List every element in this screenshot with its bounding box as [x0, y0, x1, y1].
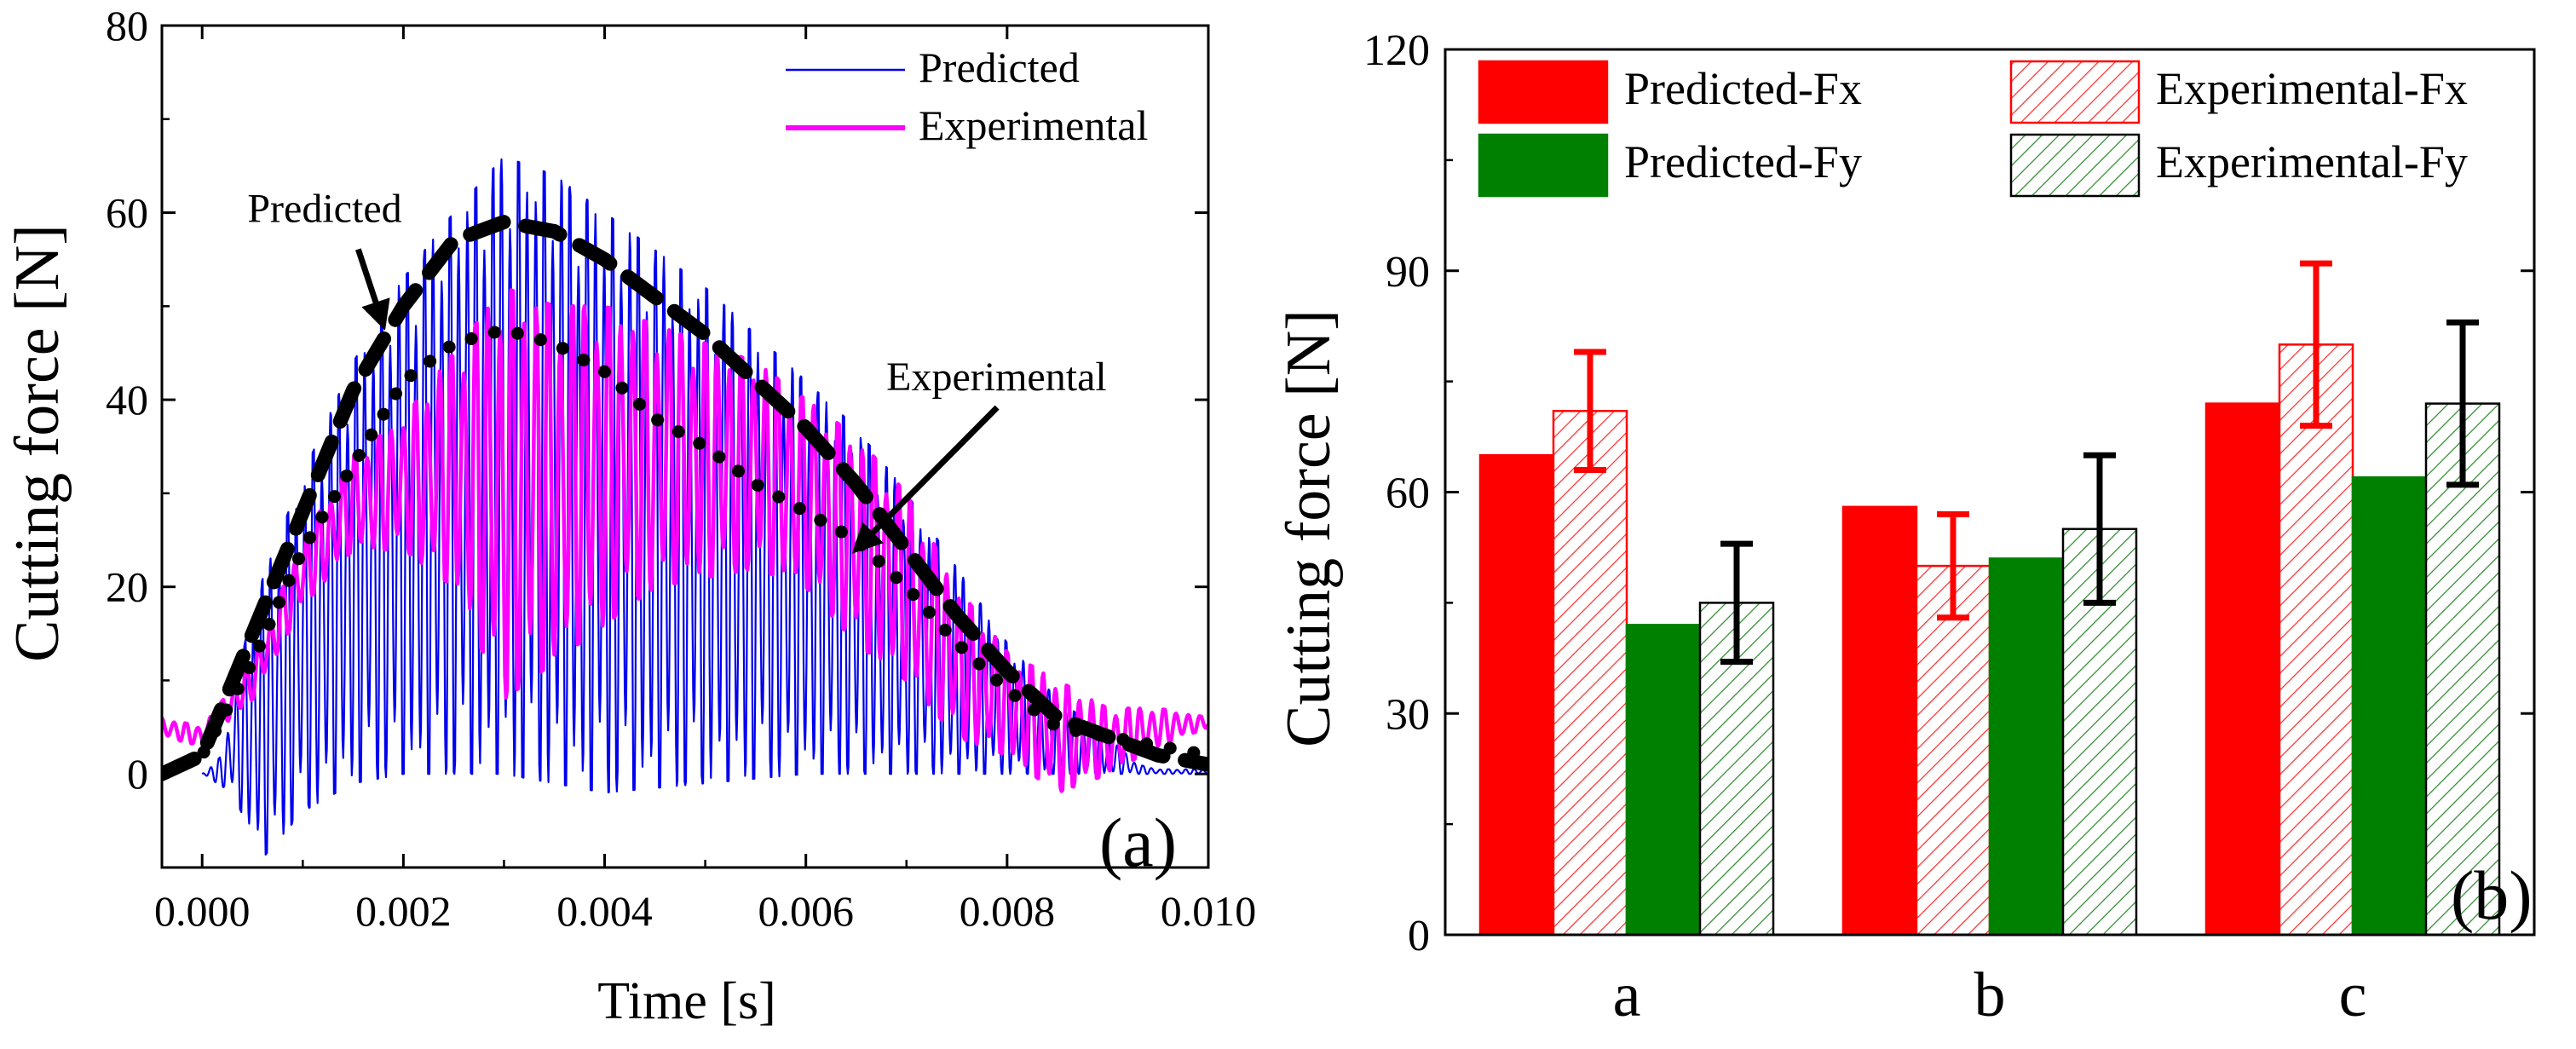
panel-b-plot-area	[1478, 260, 2501, 937]
error-bar-experimental-fy-c	[2446, 319, 2479, 488]
annotation-arrow	[355, 248, 390, 331]
bar-predicted-fx-a	[1478, 453, 1555, 937]
y-tick-label: 30	[1386, 690, 1430, 739]
x-tick-label: 0.002	[355, 887, 452, 935]
bar-experimental-fx-b	[1915, 564, 1991, 937]
x-category-label: a	[1613, 960, 1641, 1030]
legend-label: Experimental	[919, 101, 1148, 149]
bar-predicted-fx-c	[2204, 402, 2281, 937]
panel-b-axes: a b c 0 30 60 90 120	[1363, 26, 2536, 1030]
y-tick-label: 60	[1386, 470, 1430, 518]
y-tick-label: 90	[1386, 248, 1430, 297]
legend-label: Predicted-Fy	[1624, 136, 1862, 187]
panel-a-frame	[160, 24, 1210, 869]
legend-swatch	[2009, 60, 2141, 124]
x-category-label: c	[2339, 960, 2367, 1030]
panel-a-line-chart: 0.000 0.002 0.004 0.006 0.008 0.010020406080 …	[3, 2, 1256, 1030]
y-tick-label: 120	[1363, 26, 1430, 75]
panel-b-bar-chart: a b c 0 30 60 90 120 Predicted-Fx Experimental-F…	[1274, 26, 2536, 1030]
bar-predicted-fx-b	[1841, 505, 1918, 937]
y-tick-label: 0	[1408, 912, 1430, 960]
panel-b-ylabel: Cutting force [N]	[1274, 309, 1344, 747]
y-tick-label: 0	[127, 750, 148, 798]
legend-swatch	[1478, 60, 1609, 124]
x-tick-label: 0.006	[758, 887, 854, 935]
annotation-label: Experimental	[886, 354, 1107, 400]
legend-label: Predicted	[919, 43, 1080, 91]
x-category-label: b	[1974, 960, 2006, 1030]
panel-a-plot-area	[162, 158, 1208, 856]
bar-experimental-fx-c	[2278, 343, 2354, 937]
annotation-arrow	[851, 405, 1000, 554]
y-tick-label: 40	[106, 376, 148, 424]
bar-predicted-fy-a	[1625, 624, 1702, 937]
legend-label: Predicted-Fx	[1624, 63, 1862, 114]
panel-a-xlabel: Time [s]	[597, 972, 776, 1030]
legend-label: Experimental-Fx	[2156, 63, 2468, 114]
panel-b-legend: Predicted-Fx Experimental-Fx Predicted-Fy E…	[1478, 60, 2468, 198]
y-tick-label: 20	[106, 563, 148, 611]
y-tick-label: 60	[106, 189, 148, 237]
panel-a-annotations: Predicted Experimental	[247, 187, 1107, 554]
bar-predicted-fy-c	[2351, 476, 2428, 937]
error-bar-experimental-fx-a	[1574, 349, 1606, 474]
panel-a-label: (a)	[1099, 804, 1177, 881]
error-bar-experimental-fy-a	[1720, 540, 1753, 666]
panel-a-legend: Predicted Experimental	[786, 43, 1148, 149]
x-tick-label: 0.008	[960, 887, 1056, 935]
annotation-label: Predicted	[247, 187, 401, 232]
panel-a-ylabel: Cutting force [N]	[3, 224, 72, 662]
x-tick-label: 0.000	[154, 887, 251, 935]
error-bar-experimental-fx-c	[2300, 260, 2332, 429]
legend-label: Experimental-Fy	[2156, 136, 2468, 187]
x-tick-label: 0.004	[556, 887, 653, 935]
bar-predicted-fy-b	[1988, 557, 2065, 937]
bar-experimental-fx-a	[1552, 410, 1628, 937]
series-experimental-trend-dotted-line	[162, 323, 1208, 781]
error-bar-experimental-fx-b	[1937, 510, 1969, 621]
x-tick-label: 0.010	[1161, 887, 1257, 935]
series-predicted-trend-dashed-line	[162, 214, 1208, 781]
legend-swatch	[2009, 133, 2141, 198]
panel-a-axes: 0.000 0.002 0.004 0.006 0.008 0.010 0 20 40 60 80	[106, 2, 1256, 935]
legend-swatch	[1478, 133, 1609, 198]
panel-b-label: (b)	[2451, 856, 2533, 934]
y-tick-label: 80	[106, 2, 148, 49]
bar-experimental-fy-c	[2424, 402, 2501, 937]
error-bar-experimental-fy-b	[2083, 452, 2116, 606]
